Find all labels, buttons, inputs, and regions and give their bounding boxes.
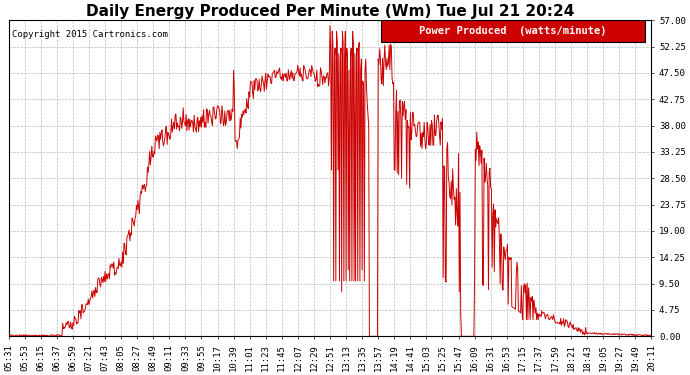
Text: Copyright 2015 Cartronics.com: Copyright 2015 Cartronics.com [12,30,168,39]
Text: Power Produced  (watts/minute): Power Produced (watts/minute) [420,26,607,36]
Bar [382,20,645,42]
Title: Daily Energy Produced Per Minute (Wm) Tue Jul 21 20:24: Daily Energy Produced Per Minute (Wm) Tu… [86,4,574,19]
